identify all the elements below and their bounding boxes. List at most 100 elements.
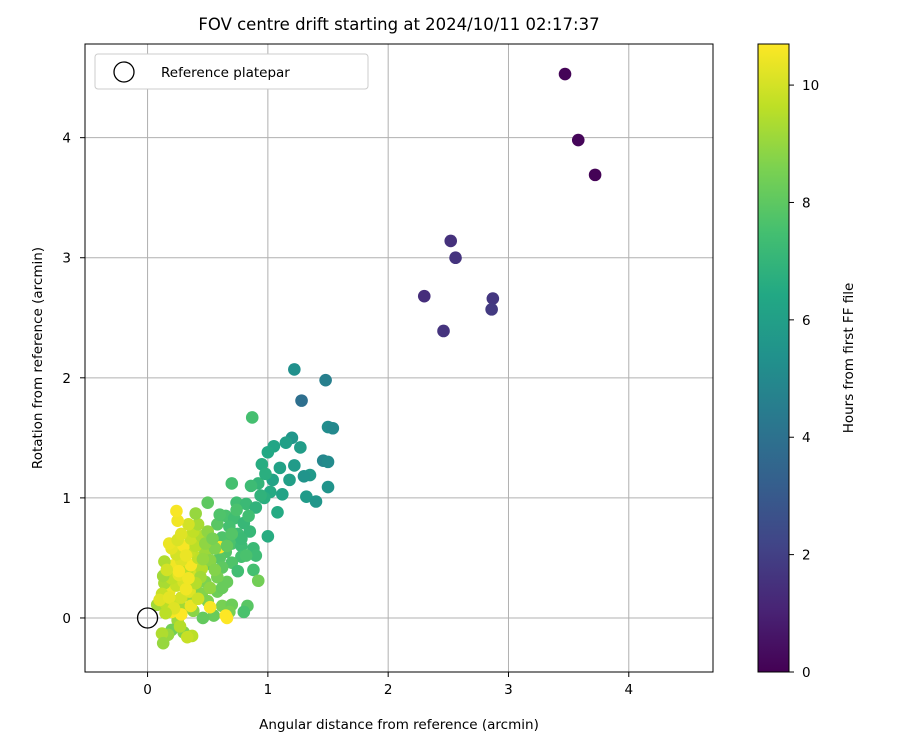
data-point	[237, 605, 251, 619]
data-point	[244, 479, 258, 493]
data-point	[247, 563, 260, 577]
data-point	[189, 507, 202, 520]
data-point	[191, 592, 205, 606]
y-tick-label: 3	[62, 251, 71, 267]
data-point	[160, 563, 174, 577]
data-point	[249, 501, 263, 514]
data-point	[174, 527, 188, 541]
data-point	[208, 542, 222, 555]
data-point	[279, 436, 293, 449]
data-point	[215, 581, 229, 595]
data-point	[259, 467, 272, 481]
x-tick-label: 0	[143, 682, 152, 698]
data-point	[588, 168, 602, 182]
data-point	[173, 620, 187, 633]
data-point	[321, 455, 335, 469]
y-axis: 0 1 2 3 4	[62, 131, 85, 627]
data-point	[288, 459, 301, 472]
data-point	[172, 564, 186, 578]
data-point	[153, 593, 166, 607]
data-point	[251, 574, 265, 588]
data-point	[239, 497, 253, 511]
data-point	[245, 411, 259, 424]
data-point	[261, 530, 275, 543]
data-point	[208, 563, 222, 577]
data-point	[182, 572, 195, 585]
data-point	[271, 505, 284, 519]
legend: Reference platepar	[94, 53, 369, 90]
x-tick-label: 2	[384, 682, 393, 698]
x-tick-label: 4	[624, 682, 633, 698]
data-point	[255, 457, 269, 471]
data-point	[182, 518, 195, 531]
data-point	[242, 509, 255, 523]
colorbar-tick-label: 6	[802, 313, 811, 329]
data-point	[201, 496, 215, 509]
data-point	[239, 549, 253, 562]
data-point	[225, 477, 239, 490]
data-point	[220, 539, 234, 553]
legend-marker-open-circle	[113, 61, 135, 83]
x-tick-label: 1	[264, 682, 273, 698]
colorbar-tick-label: 10	[802, 78, 819, 94]
data-point	[196, 552, 210, 566]
y-tick-label: 0	[62, 611, 71, 627]
data-point	[213, 551, 227, 565]
colorbar-tick-label: 8	[802, 195, 811, 211]
data-point	[297, 469, 311, 483]
data-point	[231, 564, 245, 578]
data-point	[170, 504, 183, 518]
y-tick-label: 4	[62, 131, 71, 147]
data-point	[294, 441, 307, 454]
data-point	[156, 636, 170, 650]
data-point	[155, 627, 169, 640]
data-point	[243, 525, 257, 538]
data-point	[213, 508, 227, 521]
data-point	[437, 324, 450, 338]
data-point	[220, 611, 234, 625]
data-point	[203, 581, 217, 595]
data-point	[179, 549, 193, 562]
data-point	[171, 514, 184, 528]
colorbar-gradient	[757, 43, 790, 673]
data-points	[150, 67, 602, 650]
data-point	[283, 473, 296, 487]
y-tick-label: 1	[62, 491, 71, 507]
x-axis-label: Angular distance from reference (arcmin)	[259, 717, 539, 733]
data-point	[191, 518, 205, 531]
plot-frame	[84, 43, 714, 673]
reference-platepar-marker	[136, 607, 159, 629]
data-point	[449, 251, 462, 265]
data-point	[230, 503, 243, 517]
legend-label: Reference platepar	[161, 65, 290, 81]
data-point	[203, 600, 217, 614]
legend-box	[94, 53, 369, 90]
chart-title: FOV centre drift starting at 2024/10/11 …	[198, 15, 599, 34]
data-point	[273, 461, 287, 475]
data-point	[179, 582, 193, 596]
data-point	[558, 67, 572, 81]
colorbar-tick-label: 0	[802, 665, 811, 681]
data-point	[288, 363, 301, 376]
data-point	[162, 591, 176, 604]
data-point	[206, 532, 219, 546]
data-point	[300, 490, 313, 503]
data-point	[276, 487, 289, 501]
data-point	[196, 611, 210, 625]
colorbar: 0 2 4 6 8 10 Hours from first FF file	[757, 43, 857, 681]
data-point	[159, 606, 172, 620]
x-axis: 0 1 2 3 4	[143, 672, 633, 698]
data-point	[485, 303, 498, 316]
data-point	[319, 373, 332, 387]
x-tick-label: 3	[504, 682, 513, 698]
data-point	[254, 489, 267, 502]
data-point	[211, 518, 224, 531]
data-point	[235, 532, 248, 546]
data-point	[326, 421, 340, 435]
data-point	[444, 234, 458, 248]
data-point	[261, 445, 275, 459]
data-point	[249, 549, 263, 562]
colorbar-tick-label: 4	[802, 430, 811, 446]
data-point	[321, 480, 335, 494]
